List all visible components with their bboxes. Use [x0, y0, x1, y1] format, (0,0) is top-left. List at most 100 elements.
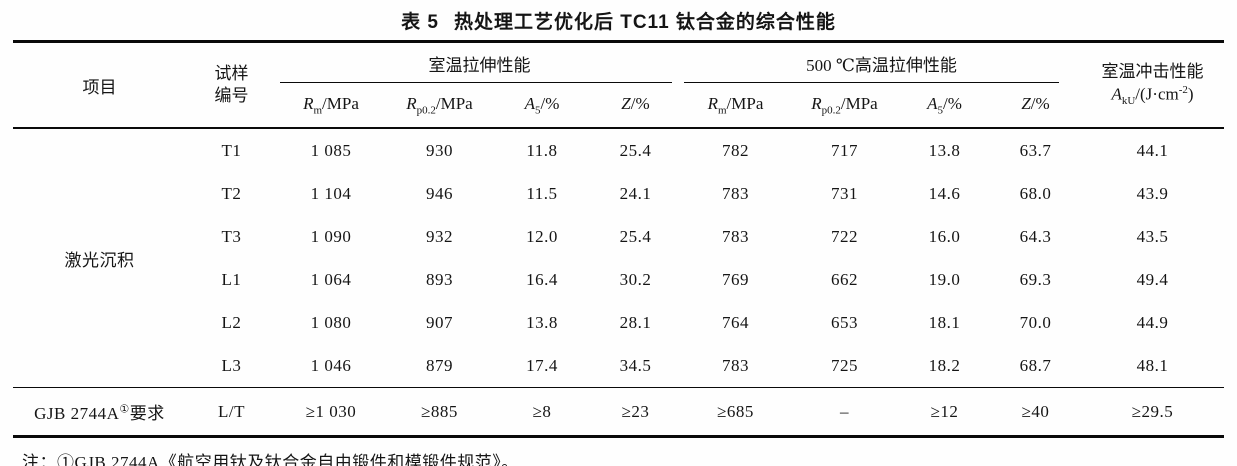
value-cell: 64.3 — [1019, 226, 1052, 246]
col-header-sample-line2: 编号 — [214, 86, 249, 105]
sample-id-cell: L2 — [221, 312, 242, 332]
value-cell: 13.8 — [526, 312, 558, 332]
value-cell: 68.0 — [1019, 183, 1052, 203]
value-cell: 43.9 — [1136, 183, 1169, 203]
value-cell: 24.1 — [619, 183, 652, 203]
value-cell: 49.4 — [1136, 269, 1169, 289]
comprehensive-properties-table: 项目 试样 编号 室温拉伸性能 500 ℃高温拉伸性能 室温冲击性能 AkU/(… — [13, 40, 1224, 438]
table-row: L1 1 064 893 16.4 30.2 769 662 19.0 69.3… — [13, 258, 1223, 301]
value-cell: ≥40 — [989, 387, 1082, 437]
value-cell: 722 — [830, 226, 858, 246]
value-cell: ≥685 — [681, 387, 790, 437]
col-header-item: 项目 — [82, 77, 117, 97]
header-group-row: 项目 试样 编号 室温拉伸性能 500 ℃高温拉伸性能 室温冲击性能 AkU/(… — [13, 42, 1223, 108]
value-cell: 725 — [830, 355, 858, 375]
value-cell: 16.4 — [526, 269, 558, 289]
value-cell: 1 064 — [310, 269, 352, 289]
impact-header-unit: AkU/(J·cm-2) — [1111, 84, 1194, 108]
value-cell: 783 — [721, 226, 749, 246]
sub-header-rt-z: Z/% — [621, 93, 650, 113]
value-cell: 731 — [830, 183, 858, 203]
sample-id-cell: T3 — [221, 226, 242, 246]
value-cell: 18.2 — [928, 355, 961, 375]
value-cell: 16.0 — [928, 226, 961, 246]
value-cell: 783 — [721, 183, 749, 203]
table-row: 激光沉积 T1 1 085 930 11.8 25.4 782 717 13.8… — [13, 128, 1223, 270]
value-cell: 44.1 — [1136, 140, 1169, 160]
sub-header-ht-rp02: Rp0.2/MPa — [811, 93, 878, 117]
table-row: L3 1 046 879 17.4 34.5 783 725 18.2 68.7… — [13, 344, 1223, 388]
value-cell: 68.7 — [1019, 355, 1052, 375]
value-cell: 1 090 — [310, 226, 352, 246]
sub-header-rt-rm: Rm/MPa — [303, 93, 359, 117]
sample-id-cell: L/T — [185, 387, 278, 437]
sample-id-cell: T1 — [221, 140, 242, 160]
value-cell: 930 — [425, 140, 453, 160]
value-cell: 43.5 — [1136, 226, 1169, 246]
value-cell: 34.5 — [619, 355, 652, 375]
process-label-cell: 激光沉积 — [64, 250, 135, 270]
footnote: 注：①GJB 2744A《航空用钛及钛合金自由锻件和模锻件规范》。 — [22, 453, 519, 466]
value-cell: 44.9 — [1136, 312, 1169, 332]
value-cell: ≥12 — [899, 387, 990, 437]
requirement-label-cell: GJB 2744A①要求 — [13, 387, 186, 437]
value-cell: 893 — [425, 269, 453, 289]
value-cell: 1 080 — [310, 312, 352, 332]
col-header-sample-line1: 试样 — [214, 63, 249, 83]
value-cell: 11.5 — [526, 183, 558, 203]
value-cell: 907 — [425, 312, 453, 332]
table-row: T3 1 090 932 12.0 25.4 783 722 16.0 64.3… — [13, 215, 1223, 258]
sub-header-rt-a5: A5/% — [524, 93, 560, 117]
table-row: T2 1 104 946 11.5 24.1 783 731 14.6 68.0… — [13, 172, 1223, 215]
sample-id-cell: T2 — [221, 183, 242, 203]
value-cell: 19.0 — [928, 269, 961, 289]
value-cell: ≥23 — [589, 387, 682, 437]
group-header-room-temp-tensile: 室温拉伸性能 — [277, 42, 681, 84]
sub-header-ht-rm: Rm/MPa — [707, 93, 764, 117]
value-cell: ≥29.5 — [1081, 387, 1224, 437]
value-cell: 69.3 — [1019, 269, 1052, 289]
table-row: L2 1 080 907 13.8 28.1 764 653 18.1 70.0… — [13, 301, 1223, 344]
value-cell: 11.8 — [526, 140, 558, 160]
value-cell: 14.6 — [928, 183, 961, 203]
sub-header-rt-rp02: Rp0.2/MPa — [406, 93, 473, 117]
table-number: 表 5 — [401, 12, 439, 33]
table-title-text: 热处理工艺优化后 TC11 钛合金的综合性能 — [453, 12, 836, 33]
value-cell: 1 085 — [310, 140, 352, 160]
sample-id-cell: L1 — [221, 269, 242, 289]
value-cell: 25.4 — [619, 140, 652, 160]
value-cell: 653 — [830, 312, 858, 332]
value-cell: 17.4 — [526, 355, 558, 375]
value-cell: 932 — [425, 226, 453, 246]
value-cell: 13.8 — [928, 140, 961, 160]
col-header-impact: 室温冲击性能 AkU/(J·cm-2) — [1082, 42, 1224, 129]
value-cell: 769 — [721, 269, 749, 289]
value-cell: 1 104 — [310, 183, 352, 203]
value-cell: ≥885 — [384, 387, 495, 437]
value-cell: 662 — [830, 269, 858, 289]
requirement-row: GJB 2744A①要求 L/T ≥1 030 ≥885 ≥8 ≥23 ≥685… — [13, 387, 1224, 437]
impact-header-title: 室温冲击性能 — [1101, 62, 1204, 82]
value-cell: 879 — [425, 355, 453, 375]
value-cell: 48.1 — [1136, 355, 1169, 375]
value-cell: 18.1 — [928, 312, 961, 332]
value-cell: 30.2 — [619, 269, 652, 289]
value-cell: 25.4 — [619, 226, 652, 246]
header-sub-row: Rm/MPa Rp0.2/MPa A5/% Z/% Rm/MPa Rp0.2/M… — [13, 83, 1223, 128]
value-cell: 12.0 — [526, 226, 558, 246]
group-header-high-temp-tensile: 500 ℃高温拉伸性能 — [681, 42, 1081, 84]
value-cell: 782 — [721, 140, 749, 160]
sub-header-ht-a5: A5/% — [927, 93, 962, 117]
value-cell: 946 — [425, 183, 453, 203]
value-cell: 1 046 — [310, 355, 352, 375]
sub-header-ht-z: Z/% — [1021, 93, 1050, 113]
value-cell: ≥1 030 — [277, 387, 385, 437]
footnote-marker: ① — [119, 403, 130, 416]
col-header-sample: 试样 编号 — [185, 42, 277, 129]
value-cell: 28.1 — [619, 312, 652, 332]
value-cell: 63.7 — [1019, 140, 1052, 160]
table-title: 表 5 热处理工艺优化后 TC11 钛合金的综合性能 — [0, 0, 1237, 34]
value-cell: 764 — [721, 312, 749, 332]
value-cell: ≥8 — [494, 387, 590, 437]
